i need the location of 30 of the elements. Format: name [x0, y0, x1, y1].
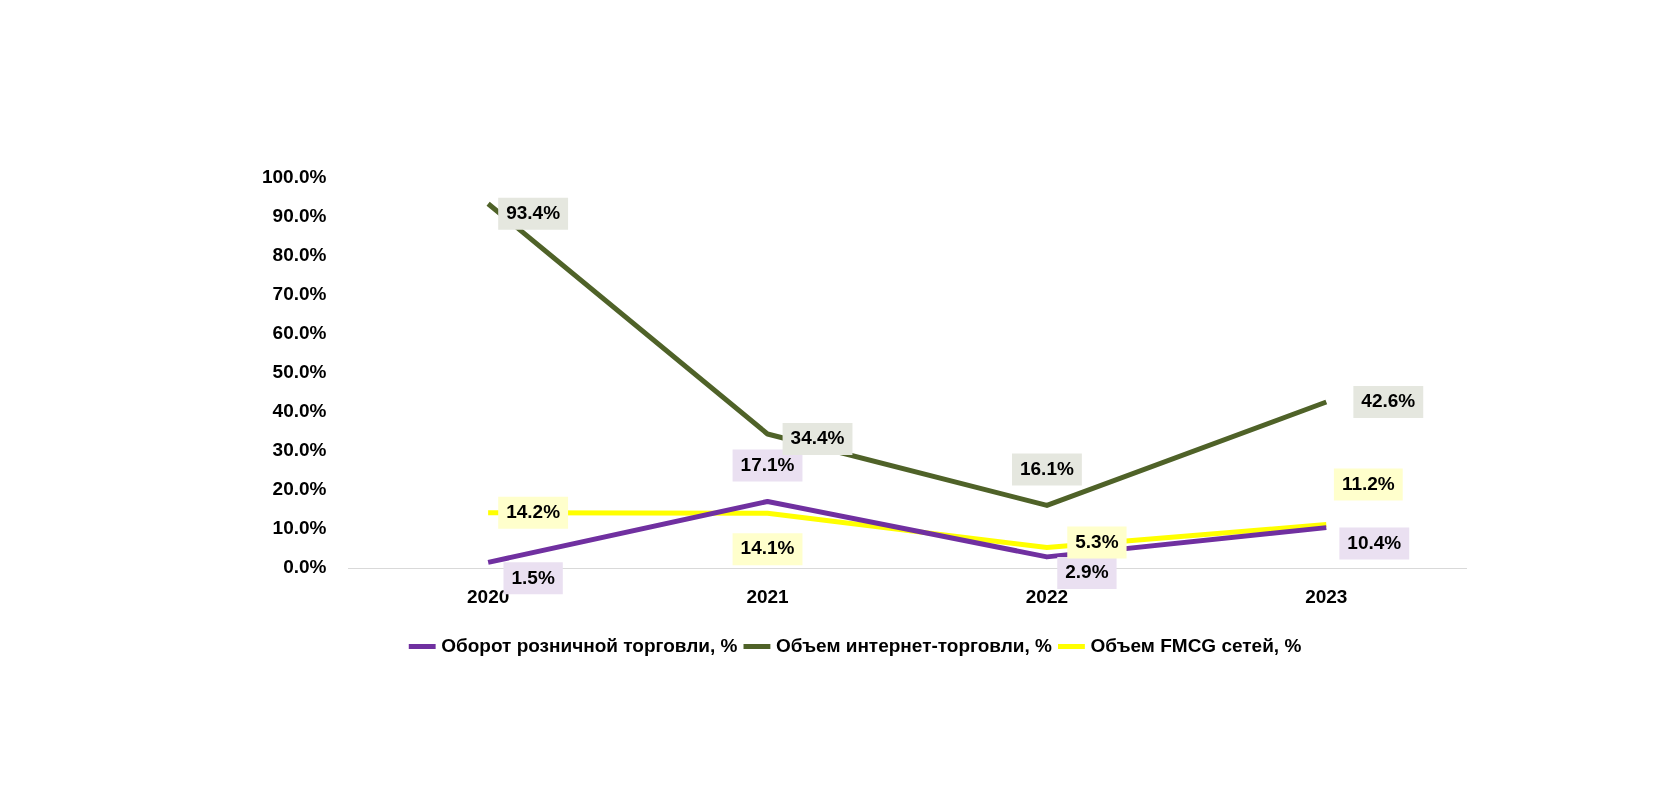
x-tick-label: 2023	[1305, 585, 1348, 607]
x-tick-label: 2021	[746, 585, 790, 607]
data-label: 93.4%	[506, 201, 561, 223]
y-tick-label: 30.0%	[272, 439, 327, 461]
legend-label: Объем FMCG сетей, %	[1090, 634, 1302, 656]
y-tick-label: 70.0%	[272, 283, 327, 305]
y-tick-label: 90.0%	[272, 205, 327, 227]
data-label: 14.1%	[740, 537, 795, 559]
x-tick-label: 2022	[1025, 585, 1069, 607]
data-label: 42.6%	[1361, 390, 1416, 412]
data-label: 11.2%	[1341, 472, 1395, 494]
data-label: 2.9%	[1065, 561, 1109, 583]
data-label: 10.4%	[1347, 531, 1402, 553]
legend-label: Объем интернет-торговли, %	[775, 634, 1053, 656]
data-label: 34.4%	[790, 427, 845, 449]
y-tick-label: 50.0%	[272, 361, 327, 383]
y-tick-label: 60.0%	[272, 322, 327, 344]
legend-label: Оборот розничной торговли, %	[441, 634, 738, 656]
y-tick-label: 0.0%	[283, 556, 327, 578]
data-label: 5.3%	[1075, 530, 1119, 552]
y-tick-label: 100.0%	[261, 166, 327, 188]
data-label: 16.1%	[1019, 457, 1074, 479]
data-label: 1.5%	[511, 566, 555, 588]
data-label: 17.1%	[740, 453, 795, 475]
y-tick-label: 10.0%	[272, 517, 327, 539]
y-tick-label: 80.0%	[272, 244, 327, 266]
y-tick-label: 40.0%	[272, 400, 327, 422]
y-tick-label: 20.0%	[272, 478, 327, 500]
x-tick-label: 2020	[466, 585, 510, 607]
data-label: 14.2%	[506, 501, 561, 523]
